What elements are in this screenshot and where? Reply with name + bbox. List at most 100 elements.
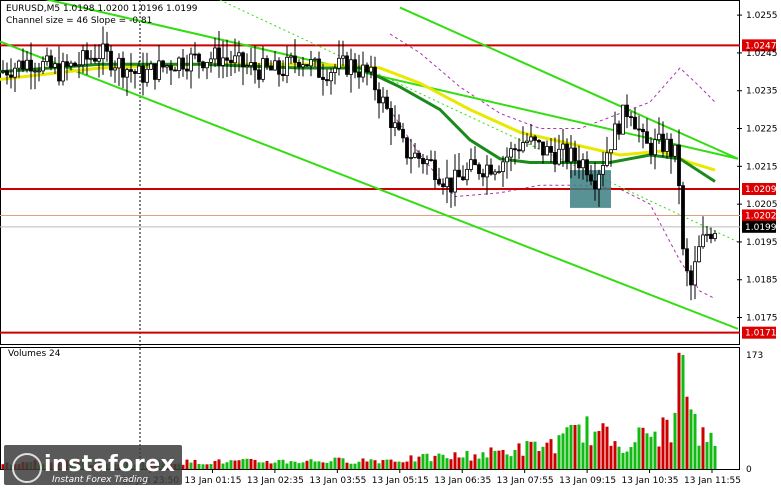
- candle: [57, 46, 61, 86]
- candle: [41, 56, 45, 75]
- candle: [37, 63, 41, 82]
- candle: [525, 133, 529, 147]
- volume-bar: [449, 459, 453, 469]
- volume-bar: [469, 460, 473, 469]
- volume-bar: [241, 459, 245, 469]
- candle: [89, 49, 93, 65]
- x-tick-label: 13 Jan 03:55: [309, 476, 366, 486]
- watermark-sub-text: Instant Forex Trading: [52, 475, 148, 485]
- candle: [333, 63, 337, 85]
- volume-bar: [245, 458, 249, 469]
- candle-body: [73, 62, 77, 67]
- volume-bar: [317, 461, 321, 469]
- candle: [493, 169, 497, 181]
- candle: [185, 54, 189, 80]
- candle-body: [213, 47, 217, 60]
- candle: [189, 47, 193, 89]
- candle-body: [29, 59, 33, 72]
- candle-body: [553, 152, 557, 165]
- y-tick-label: 1.0255: [746, 11, 778, 21]
- candle: [129, 53, 133, 83]
- volume-bar: [549, 439, 553, 469]
- candle-body: [333, 67, 337, 73]
- volume-bar: [229, 460, 233, 469]
- volume-bar: [249, 458, 253, 469]
- candle: [441, 178, 445, 195]
- volume-bar: [561, 433, 565, 469]
- volume-bar: [369, 459, 373, 469]
- y-tick-label: 1.0235: [746, 87, 778, 97]
- volume-bar: [613, 441, 617, 469]
- candle-body: [313, 58, 317, 61]
- candle: [309, 50, 313, 77]
- candle: [105, 31, 109, 62]
- candle-body: [529, 136, 533, 142]
- volume-bar: [301, 462, 305, 469]
- candle-body: [81, 50, 85, 66]
- candle-body: [617, 123, 621, 135]
- volume-bar: [397, 461, 401, 469]
- candle-body: [153, 63, 157, 80]
- level-label-0: 1.0247: [745, 41, 777, 51]
- current-price-label: 1.0199: [745, 223, 777, 233]
- volume-bar: [293, 461, 297, 469]
- candle-body: [245, 65, 249, 68]
- volume-bar: [553, 453, 557, 469]
- candle: [513, 143, 517, 165]
- volume-bar: [333, 457, 337, 469]
- candle: [145, 52, 149, 87]
- candle-body: [565, 143, 569, 163]
- candle-body: [493, 171, 497, 175]
- volume-bar: [657, 446, 661, 469]
- candle: [701, 216, 705, 249]
- volume-bar: [281, 459, 285, 469]
- candle-body: [269, 65, 273, 71]
- candle: [265, 55, 269, 70]
- candle: [581, 153, 585, 180]
- candle-body: [281, 73, 285, 77]
- volume-bar: [673, 412, 677, 469]
- candle: [321, 63, 325, 96]
- candle: [65, 54, 69, 81]
- volume-bar: [233, 460, 237, 469]
- x-tick-label: 13 Jan 02:35: [247, 476, 304, 486]
- candle-body: [89, 57, 93, 60]
- volume-bar: [361, 458, 365, 469]
- volume-bar: [181, 464, 185, 469]
- candle-body: [621, 104, 625, 135]
- candle-body: [653, 139, 657, 156]
- candle: [225, 39, 229, 78]
- volume-bar: [473, 454, 477, 469]
- candle-body: [697, 246, 701, 263]
- candle-body: [61, 61, 65, 82]
- level-label-bg-3: [742, 326, 776, 339]
- y-tick-label: 1.0185: [746, 276, 778, 286]
- volume-bar: [213, 461, 217, 469]
- candle-body: [233, 55, 237, 64]
- candle-body: [353, 59, 357, 73]
- candle: [289, 52, 293, 64]
- candle: [693, 245, 697, 300]
- candle-body: [605, 152, 609, 166]
- x-tick-label: 13 Jan 09:15: [559, 476, 616, 486]
- candle: [533, 134, 537, 149]
- candle-body: [525, 140, 529, 143]
- candle-body: [369, 66, 373, 73]
- volume-bar: [457, 457, 461, 469]
- candle-body: [633, 116, 637, 130]
- candle-body: [449, 177, 453, 193]
- candle-body: [265, 58, 269, 67]
- volume-bar: [341, 458, 345, 469]
- candle: [573, 140, 577, 176]
- volume-bar: [681, 355, 685, 469]
- candle-body: [205, 61, 209, 69]
- candle-body: [693, 261, 697, 286]
- volume-bar: [585, 416, 589, 469]
- candle: [397, 114, 401, 131]
- candle-body: [257, 69, 261, 80]
- candle-body: [69, 62, 73, 67]
- candle-body: [409, 157, 413, 159]
- candle-body: [549, 146, 553, 153]
- candle-body: [665, 138, 669, 152]
